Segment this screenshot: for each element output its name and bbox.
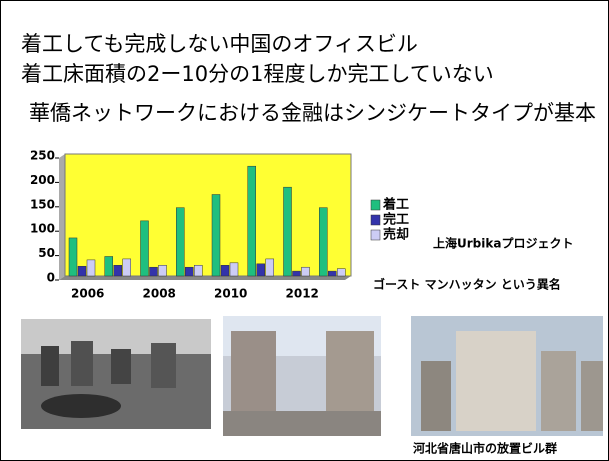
bar <box>69 238 77 276</box>
legend-swatch <box>371 230 380 240</box>
bar <box>114 265 122 276</box>
photo <box>223 316 381 436</box>
bar <box>284 187 292 276</box>
bar <box>248 166 256 276</box>
bar <box>221 265 229 276</box>
plot-wall-side <box>59 154 65 280</box>
bar <box>78 266 86 276</box>
y-tick-label: 0 <box>47 271 55 285</box>
bar <box>257 264 265 276</box>
bar <box>337 269 345 276</box>
legend-label: 完工 <box>383 212 409 228</box>
plot-floor <box>59 276 351 280</box>
legend-swatch <box>371 200 380 210</box>
bar <box>185 267 193 276</box>
bar <box>266 259 274 276</box>
nickname: ゴースト マンハッタン という異名 <box>373 277 561 292</box>
title-line: 着工しても完成しない中国のオフィスビル <box>21 32 418 56</box>
bar <box>159 265 167 276</box>
legend-label: 着工 <box>382 197 409 213</box>
x-tick-label: 2006 <box>71 287 104 301</box>
bar <box>150 267 158 276</box>
bar <box>212 195 220 276</box>
x-tick-label: 2010 <box>214 287 247 301</box>
y-tick-label: 50 <box>38 246 55 260</box>
y-tick-label: 250 <box>30 149 55 163</box>
bar <box>194 265 202 276</box>
bar <box>87 260 95 276</box>
project-label: 上海Urbikaプロジェクト <box>433 236 573 251</box>
y-tick-label: 100 <box>30 222 55 236</box>
bar <box>319 208 327 276</box>
y-tick-label: 200 <box>30 173 55 187</box>
bar <box>141 221 149 276</box>
photo <box>21 319 211 429</box>
slide: 着工しても完成しない中国のオフィスビル 着工床面積の2ー10分の1程度しか完工し… <box>0 0 609 461</box>
bar <box>105 256 113 276</box>
photo <box>411 316 603 436</box>
bar <box>123 259 131 276</box>
bar <box>293 271 301 276</box>
y-tick-label: 150 <box>30 197 55 211</box>
title-line: 着工床面積の2ー10分の1程度しか完工していない <box>21 62 494 86</box>
photo-caption: 河北省唐山市の放置ビル群 <box>412 441 557 456</box>
legend-label: 売却 <box>383 227 409 243</box>
x-tick-label: 2008 <box>143 287 176 301</box>
bar <box>302 267 310 276</box>
bar <box>328 271 336 276</box>
subtitle: 華僑ネットワークにおける金融はシンジケートタイプが基本 <box>29 101 596 125</box>
x-tick-label: 2012 <box>286 287 319 301</box>
bar <box>176 208 184 276</box>
slide-canvas: 着工しても完成しない中国のオフィスビル 着工床面積の2ー10分の1程度しか完工し… <box>1 1 608 460</box>
bar <box>230 263 238 276</box>
legend-swatch <box>371 215 380 225</box>
